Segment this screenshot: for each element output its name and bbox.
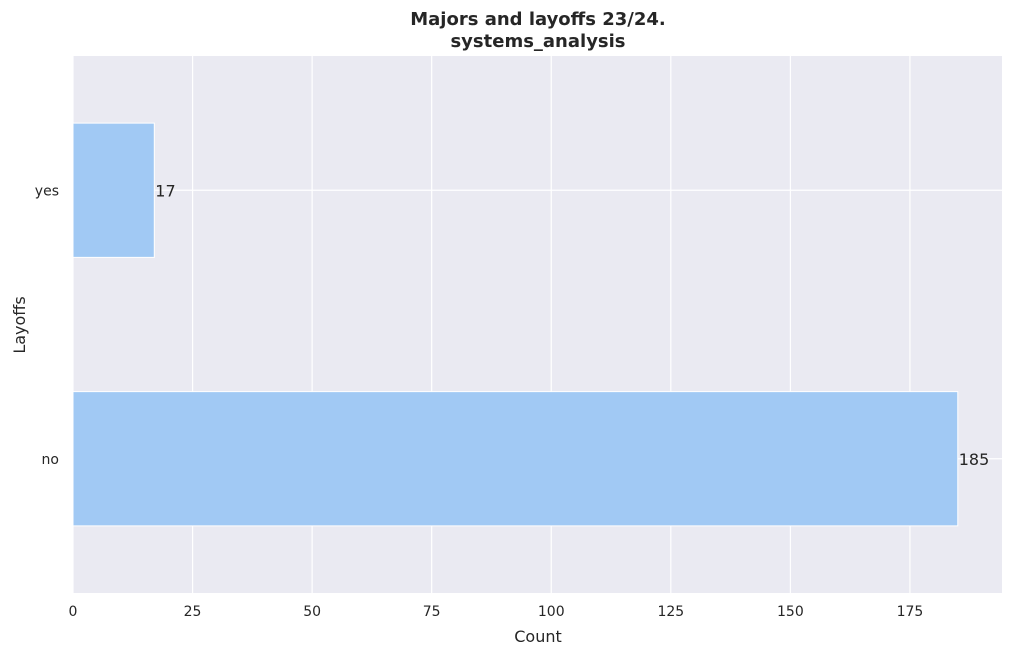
bars: [72, 122, 959, 527]
x-axis-ticks: 0 25 50 75 100 125 150 175: [69, 604, 924, 620]
data-labels: 17 185: [155, 181, 989, 469]
x-tick-label: 100: [538, 604, 565, 620]
y-axis-ticks: yes no: [35, 183, 59, 468]
data-label-yes: 17: [155, 181, 175, 200]
x-tick-label: 25: [184, 604, 202, 620]
x-axis-label: Count: [514, 627, 562, 646]
bar-yes: [72, 122, 155, 258]
y-axis-label: Layoffs: [10, 296, 29, 353]
x-tick-label: 75: [423, 604, 441, 620]
bar-no: [72, 391, 959, 527]
y-tick-label-no: no: [42, 452, 59, 468]
x-tick-label: 125: [657, 604, 684, 620]
data-label-no: 185: [959, 450, 990, 469]
x-tick-label: 150: [777, 604, 804, 620]
y-tick-label-yes: yes: [35, 183, 59, 199]
chart-subtitle: systems_analysis: [450, 31, 625, 52]
x-tick-label: 0: [69, 604, 78, 620]
chart-title: Majors and layoffs 23/24.: [410, 9, 666, 30]
x-tick-label: 50: [303, 604, 321, 620]
x-tick-label: 175: [897, 604, 924, 620]
